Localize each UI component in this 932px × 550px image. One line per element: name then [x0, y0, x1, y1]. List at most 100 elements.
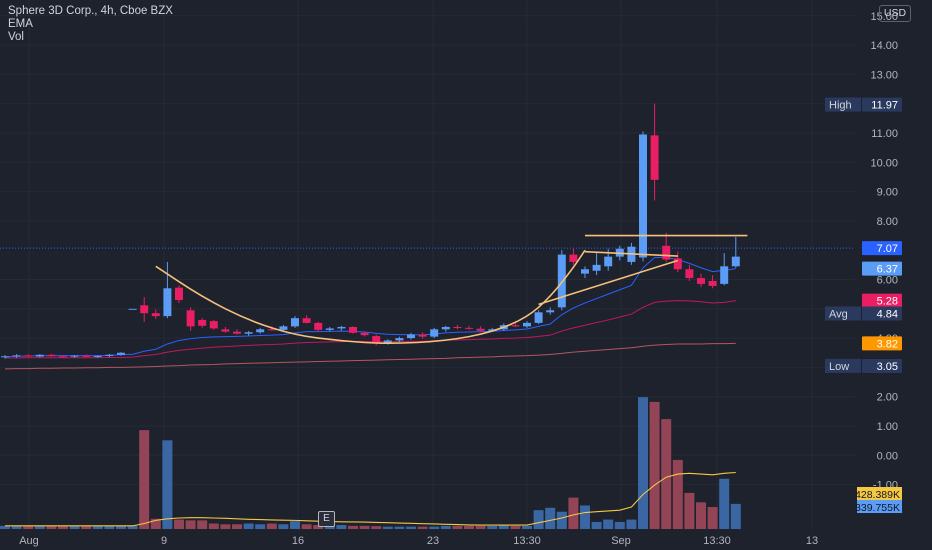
time-tick-label: 23: [427, 535, 439, 547]
volume-bar: [278, 524, 289, 529]
volume-bar: [545, 507, 556, 529]
candle-body: [639, 134, 647, 258]
candle: [639, 131, 647, 262]
candle: [35, 354, 44, 358]
ema-slow-line: [4, 342, 736, 370]
candle: [731, 237, 740, 268]
candle: [233, 329, 241, 335]
candle: [662, 232, 671, 262]
volume-bar: [46, 525, 57, 529]
candle-body: [383, 340, 392, 344]
price-label-value: 3.82: [877, 338, 898, 350]
candle-body: [349, 326, 357, 333]
candle-body: [604, 256, 613, 267]
candle-body: [24, 355, 33, 357]
candle-body: [488, 329, 497, 331]
candle: [407, 332, 415, 340]
candle: [720, 253, 729, 286]
volume-bar: [684, 492, 695, 529]
candle: [314, 321, 323, 332]
candle-body: [209, 321, 218, 329]
volume-bar: [348, 525, 358, 529]
candle-body: [291, 318, 299, 327]
candle: [523, 321, 531, 328]
volume-bar: [522, 525, 532, 529]
candle-body: [523, 322, 531, 327]
volume-bar: [104, 525, 115, 529]
legend-ema[interactable]: EMA: [8, 18, 33, 30]
candle: [557, 250, 566, 311]
volume-label-value: 428.389K: [855, 489, 900, 501]
candle: [569, 248, 578, 265]
candle: [209, 319, 218, 330]
candle-body: [546, 310, 555, 313]
candle-body: [186, 310, 195, 327]
candle-body: [673, 258, 682, 270]
candle-body: [569, 254, 578, 262]
volume-bar: [359, 525, 370, 529]
price-tick-label: 14.00: [870, 40, 898, 52]
volume-bar: [34, 525, 45, 529]
time-tick-label: Aug: [19, 535, 39, 547]
price-label-badge: [862, 306, 902, 321]
price-label-badge: [862, 358, 902, 373]
candle: [360, 331, 369, 337]
candle-body: [360, 332, 369, 336]
candle: [140, 297, 149, 322]
price-label-ema-slow: 3.82: [862, 336, 902, 351]
volume-bar: [464, 525, 474, 529]
volume-bar: [266, 523, 277, 529]
candle: [708, 275, 717, 289]
volume-bar: [371, 526, 382, 529]
volume-bar: [696, 502, 706, 529]
price-label-value: 6.37: [877, 264, 898, 276]
volume-bar: [440, 525, 451, 529]
candle: [186, 307, 195, 331]
candle-body: [407, 334, 415, 339]
candle-body: [314, 322, 323, 330]
volume-bar: [116, 525, 126, 529]
volume-bar: [649, 401, 660, 529]
volume-bar: [730, 503, 741, 529]
candle-body: [267, 329, 276, 331]
candle: [685, 264, 694, 281]
price-tick-label: 8.00: [877, 216, 898, 228]
volume-bar: [487, 525, 498, 529]
volume-bar: [394, 526, 405, 529]
legend-title[interactable]: Sphere 3D Corp., 4h, Cboe BZX: [8, 5, 173, 17]
candle: [302, 315, 311, 324]
candle: [650, 103, 659, 201]
price-label-tag: [825, 358, 861, 373]
candle: [673, 251, 682, 273]
candle: [465, 325, 473, 330]
time-tick-label: 13:30: [703, 535, 731, 547]
candle: [581, 266, 589, 279]
events-button[interactable]: E: [318, 511, 335, 527]
volume-bar: [174, 519, 184, 529]
candle: [395, 336, 404, 343]
price-label-value: 11.97: [871, 100, 898, 112]
price-label-value: 7.07: [877, 243, 898, 255]
candle: [418, 332, 427, 339]
candle-body: [163, 288, 172, 317]
candle: [349, 326, 357, 334]
candle: [592, 251, 601, 276]
candle-body: [325, 328, 334, 330]
candle-body: [70, 355, 79, 357]
price-label-value: 3.05: [877, 361, 898, 373]
candle: [105, 353, 114, 358]
candle: [151, 309, 160, 320]
volume-bar: [290, 521, 300, 529]
volume-bar: [243, 523, 254, 529]
candle-body: [82, 355, 91, 357]
candle-body: [12, 355, 21, 357]
candle-body: [476, 328, 485, 331]
candle: [291, 316, 299, 328]
legend-vol[interactable]: Vol: [8, 31, 24, 43]
candle-body: [59, 356, 67, 358]
ema-mid-line: [5, 300, 736, 359]
currency-button[interactable]: USD: [879, 5, 911, 22]
volume-label-value: 339.755K: [855, 502, 900, 514]
candle-body: [279, 326, 288, 330]
